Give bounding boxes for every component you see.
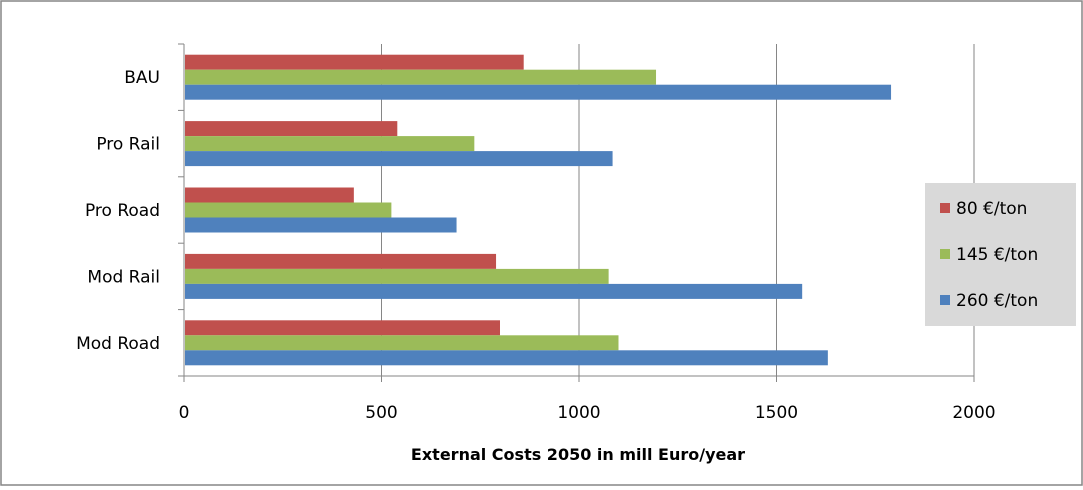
bar [185,217,457,233]
y-category-label: Pro Road [85,201,160,221]
bar [185,187,354,203]
bar [185,151,613,167]
labels: 0 500 1000 1500 2000 BAU Pro Rail Pro Road Mod R… [76,68,996,423]
bars [185,54,892,366]
y-category-label: Pro Rail [96,135,160,155]
y-category-label: BAU [124,68,160,88]
legend-label: 80 €/ton [956,199,1027,219]
bar [185,54,524,70]
x-axis-title: External Costs 2050 in mill Euro/year [411,445,745,464]
bar [185,268,609,284]
legend-swatch [940,203,950,213]
x-tick-label: 1500 [755,403,798,423]
bar [185,283,803,299]
y-category-label: Mod Rail [87,267,160,287]
x-tick-label: 500 [365,403,397,423]
bar [185,136,475,152]
bar [185,335,619,351]
legend-label: 145 €/ton [956,245,1038,265]
legend-swatch [940,249,950,259]
bar [185,69,657,85]
x-tick-label: 2000 [952,403,995,423]
legend-box [925,183,1076,326]
bar [185,84,892,100]
bar [185,121,398,137]
bar [185,202,392,218]
x-tick-label: 1000 [557,403,600,423]
legend-swatch [940,295,950,305]
x-tick-label: 0 [179,403,190,423]
bar [185,320,500,336]
bar [185,253,497,269]
legend: 80 €/ton 145 €/ton 260 €/ton [925,183,1076,326]
axes [178,43,975,382]
y-category-label: Mod Road [76,334,160,354]
legend-label: 260 €/ton [956,291,1038,311]
bar [185,350,828,366]
